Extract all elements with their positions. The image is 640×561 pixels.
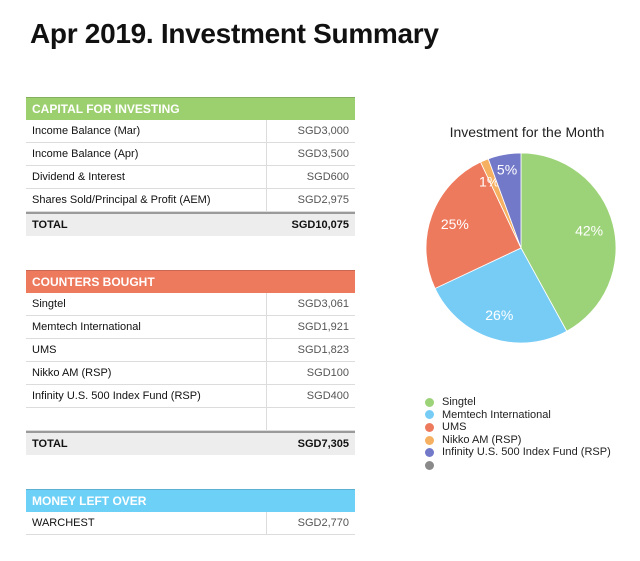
pie-data-label: 1%: [479, 173, 499, 189]
legend-label: Nikko AM (RSP): [442, 433, 522, 446]
total-label: TOTAL: [32, 219, 68, 231]
pie-data-label: 5%: [497, 161, 517, 177]
row-label: WARCHEST: [26, 512, 267, 534]
table-row: Nikko AM (RSP) SGD100: [26, 362, 355, 385]
page-title: Apr 2019. Investment Summary: [30, 18, 439, 49]
legend-label: Infinity U.S. 500 Index Fund (RSP): [442, 446, 611, 459]
pie-slice-singtel: [520, 152, 617, 332]
legend-swatch: [425, 410, 434, 420]
row-value: SGD3,500: [297, 148, 349, 160]
row-label: Dividend & Interest: [26, 166, 267, 188]
row-value: SGD2,975: [297, 194, 349, 206]
legend-item: Infinity U.S. 500 Index Fund (RSP): [425, 446, 611, 459]
legend-label: UMS: [442, 421, 467, 434]
legend-swatch: [425, 448, 434, 458]
total-value: SGD10,075: [291, 219, 349, 231]
row-value: SGD3,061: [297, 298, 349, 310]
row-label: UMS: [26, 339, 267, 361]
legend-label: Memtech International: [442, 408, 551, 421]
total-value: SGD7,305: [297, 438, 349, 450]
counters-table: COUNTERS BOUGHT Singtel SGD3,061 Memtech…: [26, 270, 355, 455]
pie-data-label: 25%: [441, 216, 469, 232]
pie-slice-infinity-u-s-500-index-fund-rsp: [487, 152, 522, 249]
table-row: Dividend & Interest SGD600: [26, 166, 355, 189]
pie-data-label: 42%: [575, 223, 603, 239]
row-label: Nikko AM (RSP): [26, 362, 267, 384]
legend-swatch: [425, 397, 434, 407]
legend-item: Memtech International: [425, 409, 611, 422]
row-label: Shares Sold/Principal & Profit (AEM): [26, 189, 267, 211]
pie-data-label: 26%: [485, 307, 513, 323]
table-row: Memtech International SGD1,921: [26, 316, 355, 339]
row-value: SGD1,921: [297, 321, 349, 333]
row-label: [26, 408, 267, 430]
pie-slice-nikko-am-rsp: [480, 158, 522, 249]
legend-item: UMS: [425, 421, 611, 434]
table-row: Shares Sold/Principal & Profit (AEM) SGD…: [26, 189, 355, 212]
money-left-table: MONEY LEFT OVER WARCHEST SGD2,770: [26, 489, 355, 535]
total-label: TOTAL: [32, 438, 68, 450]
pie-slice-memtech-international: [434, 247, 568, 344]
row-label: Income Balance (Apr): [26, 143, 267, 165]
table-row: Infinity U.S. 500 Index Fund (RSP) SGD40…: [26, 385, 355, 408]
row-label: Singtel: [26, 293, 267, 315]
chart-title: Investment for the Month: [449, 124, 605, 140]
pie-slice-ums: [425, 161, 522, 289]
legend-swatch: [425, 422, 434, 432]
row-label: Income Balance (Mar): [26, 120, 267, 142]
row-label: Memtech International: [26, 316, 267, 338]
legend-item: [425, 459, 611, 472]
legend-item: Singtel: [425, 396, 611, 409]
row-value: SGD400: [306, 390, 349, 402]
row-value: SGD3,000: [297, 125, 349, 137]
money-left-header: MONEY LEFT OVER: [26, 489, 355, 512]
chart-legend: Singtel Memtech International UMS Nikko AM …: [425, 396, 611, 472]
row-label: Infinity U.S. 500 Index Fund (RSP): [26, 385, 267, 407]
capital-header: CAPITAL FOR INVESTING: [26, 97, 355, 120]
row-value: SGD600: [306, 171, 349, 183]
row-value: SGD1,823: [297, 344, 349, 356]
legend-swatch: [425, 435, 434, 445]
table-row: Income Balance (Apr) SGD3,500: [26, 143, 355, 166]
table-row: Singtel SGD3,061: [26, 293, 355, 316]
counters-header: COUNTERS BOUGHT: [26, 270, 355, 293]
row-value: SGD2,770: [297, 517, 349, 529]
row-value: SGD100: [306, 367, 349, 379]
legend-label: Singtel: [442, 396, 476, 408]
legend-swatch: [425, 460, 434, 470]
legend-item: Nikko AM (RSP): [425, 434, 611, 447]
capital-total-row: TOTAL SGD10,075: [26, 212, 355, 236]
table-row-empty: [26, 408, 355, 431]
table-row: WARCHEST SGD2,770: [26, 512, 355, 535]
table-row: Income Balance (Mar) SGD3,000: [26, 120, 355, 143]
capital-table: CAPITAL FOR INVESTING Income Balance (Ma…: [26, 97, 355, 236]
row-value: [267, 408, 355, 430]
table-row: UMS SGD1,823: [26, 339, 355, 362]
counters-total-row: TOTAL SGD7,305: [26, 431, 355, 455]
